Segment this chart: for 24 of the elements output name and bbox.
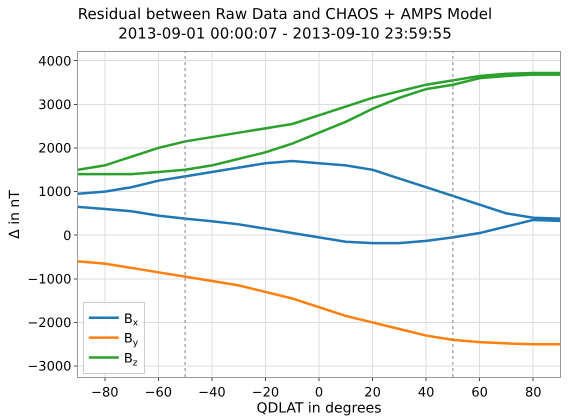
y-tick-label: 4000 — [38, 54, 72, 70]
y-tick-label: 3000 — [38, 98, 72, 113]
x-tick-label: −60 — [144, 386, 172, 401]
x-tick-label: 40 — [418, 386, 434, 401]
y-tick-label: 2000 — [38, 142, 72, 157]
x-tick-label: 20 — [364, 386, 381, 401]
y-tick-label: −3000 — [27, 360, 72, 375]
chart-subtitle: 2013-09-01 00:00:07 - 2013-09-10 23:59:55 — [118, 24, 452, 42]
legend-label: B$_{x}$ — [124, 312, 139, 328]
y-tick-label: −2000 — [27, 316, 72, 332]
x-tick-label: 0 — [314, 386, 324, 401]
y-tick-label: −1000 — [27, 272, 72, 288]
y-axis-title: Δ in nT — [7, 190, 24, 239]
legend-label: B$_{z}$ — [124, 352, 138, 368]
chart-title: Residual between Raw Data and CHAOS + AMPS Model — [78, 4, 492, 23]
x-tick-label: −40 — [198, 386, 226, 401]
x-tick-label: −20 — [252, 386, 280, 401]
y-tick-label: 1000 — [38, 185, 72, 200]
x-tick-label: 80 — [524, 386, 542, 401]
x-tick-label: −80 — [91, 386, 118, 401]
x-tick-label: 60 — [471, 386, 488, 401]
legend-label: B$_{y}$ — [124, 332, 139, 348]
y-tick-label: 0 — [63, 228, 72, 244]
x-axis-title: QDLAT in degrees — [256, 400, 382, 417]
